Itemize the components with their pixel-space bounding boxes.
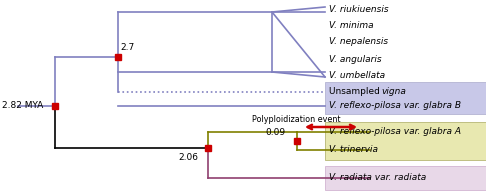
Text: V. reflexo-pilosa var. glabra B: V. reflexo-pilosa var. glabra B xyxy=(329,101,461,111)
Text: V. umbellata: V. umbellata xyxy=(329,70,385,80)
Text: V. minima: V. minima xyxy=(329,21,374,29)
Text: 2.7: 2.7 xyxy=(120,43,134,52)
Text: Polyploidization event: Polyploidization event xyxy=(252,115,341,124)
Bar xyxy=(325,82,486,114)
Text: V. trinervia: V. trinervia xyxy=(329,146,378,154)
Text: 2.82 MYA: 2.82 MYA xyxy=(2,101,43,111)
Text: vigna: vigna xyxy=(381,87,406,96)
Text: 0.09: 0.09 xyxy=(265,128,285,137)
Text: Unsampled: Unsampled xyxy=(329,87,383,96)
Text: V. angularis: V. angularis xyxy=(329,55,382,63)
Text: 2.06: 2.06 xyxy=(178,153,198,162)
Text: V. radiata var. radiata: V. radiata var. radiata xyxy=(329,173,426,183)
Bar xyxy=(325,166,486,190)
Text: V. riukiuensis: V. riukiuensis xyxy=(329,4,389,14)
Text: V. nepalensis: V. nepalensis xyxy=(329,37,388,47)
Text: V. reflexo-pilosa var. glabra A: V. reflexo-pilosa var. glabra A xyxy=(329,127,461,137)
Bar xyxy=(325,122,486,160)
